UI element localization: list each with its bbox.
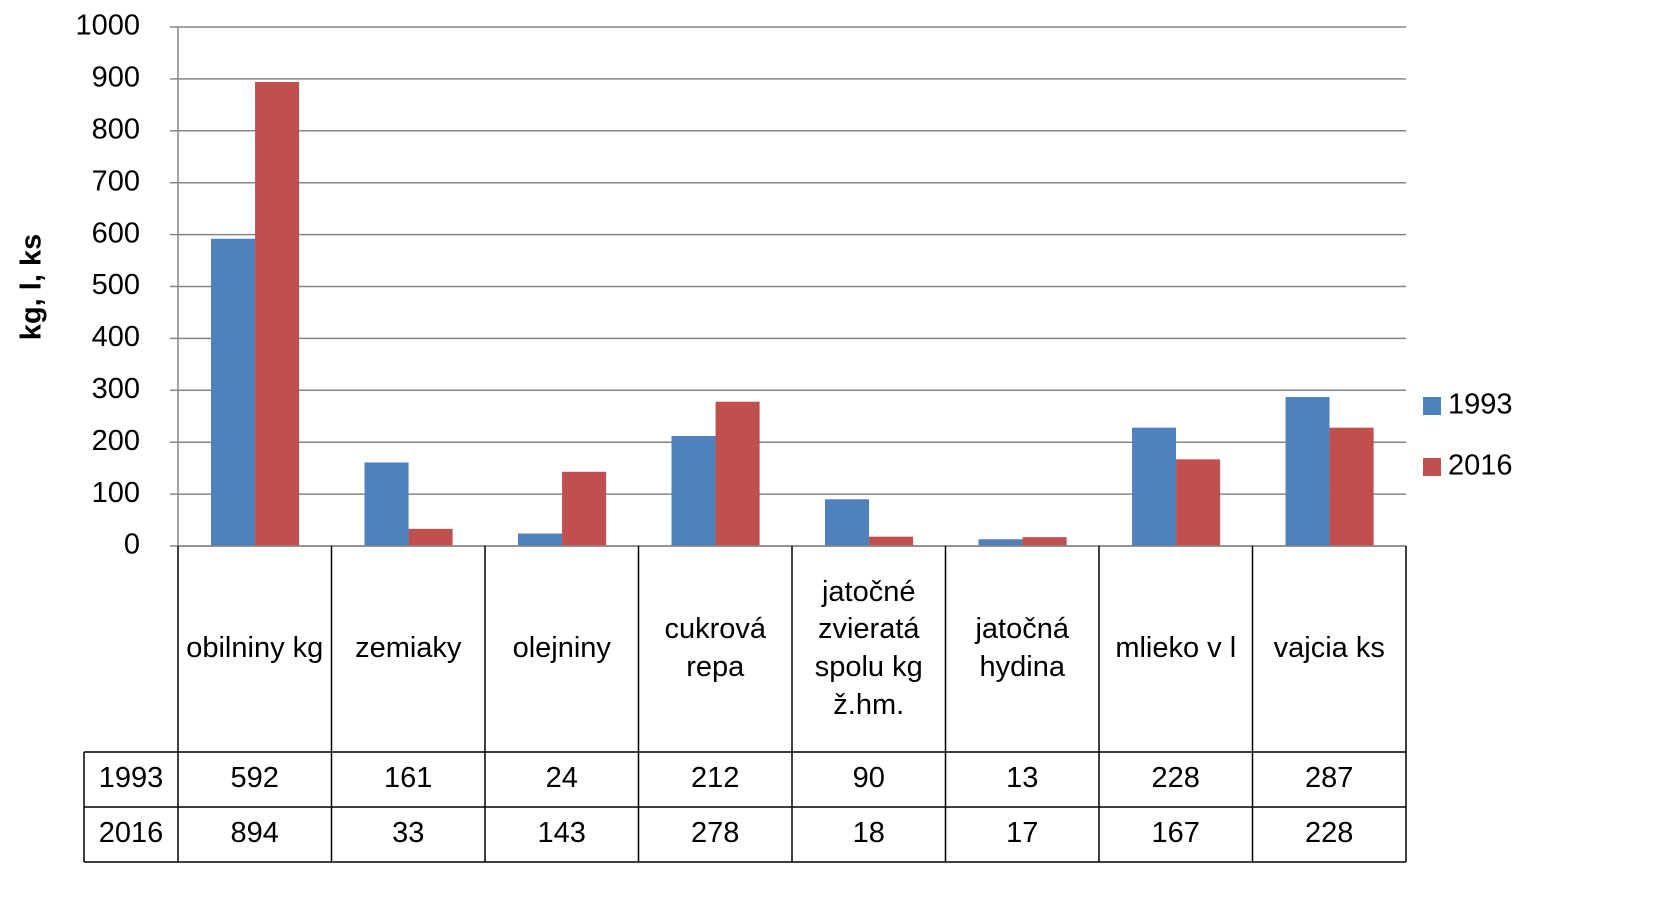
- y-tick-label: 500: [92, 269, 140, 301]
- x-tick-label-box: jatočné zvieratá spolu kg ž.hm.: [814, 575, 923, 721]
- y-tick-label: 0: [124, 529, 140, 561]
- x-tick-label: mlieko v l: [1115, 632, 1237, 665]
- y-tick-label: 300: [92, 373, 140, 405]
- table-value: 894: [231, 817, 279, 849]
- y-tick-label: 100: [92, 477, 140, 509]
- x-tick-label-box: obilniny kg: [186, 632, 324, 665]
- y-tick-label: 600: [92, 217, 140, 249]
- bar: [518, 533, 563, 546]
- y-tick-label: 900: [92, 62, 140, 94]
- table-value: 24: [546, 762, 578, 794]
- y-tick-label: 200: [92, 425, 140, 457]
- table-value: 228: [1152, 762, 1200, 794]
- legend-swatch: [1423, 397, 1441, 415]
- y-tick-label: 1000: [75, 10, 140, 42]
- table-value: 17: [1006, 817, 1038, 849]
- bar: [1329, 427, 1374, 546]
- table-value: 287: [1305, 762, 1353, 794]
- table-value: 90: [853, 762, 885, 794]
- table-value: 278: [691, 817, 739, 849]
- y-tick-label: 800: [92, 113, 140, 145]
- bar: [671, 435, 716, 546]
- table-value: 161: [384, 762, 432, 794]
- y-tick-label: 400: [92, 321, 140, 353]
- bar: [978, 539, 1023, 546]
- y-axis-label: kg, l, ks: [16, 234, 48, 340]
- bar: [364, 462, 409, 546]
- x-tick-label: obilniny kg: [186, 632, 324, 665]
- table-value: 13: [1006, 762, 1038, 794]
- x-tick-label-box: olejniny: [512, 632, 611, 665]
- legend-swatch: [1423, 458, 1441, 476]
- bar: [1132, 427, 1177, 546]
- bar: [408, 528, 453, 546]
- bar: [562, 471, 607, 546]
- legend-label: 1993: [1448, 389, 1513, 421]
- bar: [715, 401, 760, 546]
- x-tick-label: cukrová repa: [664, 613, 767, 683]
- table-value: 143: [538, 817, 586, 849]
- bar: [825, 499, 870, 546]
- x-tick-label-box: mlieko v l: [1115, 632, 1237, 665]
- x-tick-label-box: jatočná hydina: [975, 613, 1069, 683]
- table-value: 167: [1152, 817, 1200, 849]
- table-value: 212: [691, 762, 739, 794]
- x-tick-label: jatočné zvieratá spolu kg ž.hm.: [814, 575, 923, 721]
- x-tick-label: olejniny: [512, 632, 611, 665]
- table-row-header: 1993: [99, 762, 164, 794]
- x-tick-label-box: vajcia ks: [1273, 632, 1385, 665]
- table-value: 592: [231, 762, 279, 794]
- bar: [1285, 397, 1330, 546]
- bar: [1022, 537, 1067, 546]
- bar: [1176, 459, 1221, 546]
- bar: [869, 536, 914, 546]
- y-tick-label: 700: [92, 165, 140, 197]
- table-value: 33: [392, 817, 424, 849]
- x-tick-label: vajcia ks: [1273, 632, 1385, 665]
- legend-label: 2016: [1448, 450, 1513, 482]
- bar: [255, 82, 300, 546]
- x-tick-label-box: zemiaky: [355, 632, 462, 665]
- x-tick-label: jatočná hydina: [975, 613, 1069, 683]
- x-tick-label-box: cukrová repa: [664, 613, 767, 683]
- bar: [211, 238, 256, 546]
- x-tick-label: zemiaky: [355, 632, 462, 665]
- table-value: 228: [1305, 817, 1353, 849]
- table-row-header: 2016: [99, 817, 164, 849]
- table-value: 18: [853, 817, 885, 849]
